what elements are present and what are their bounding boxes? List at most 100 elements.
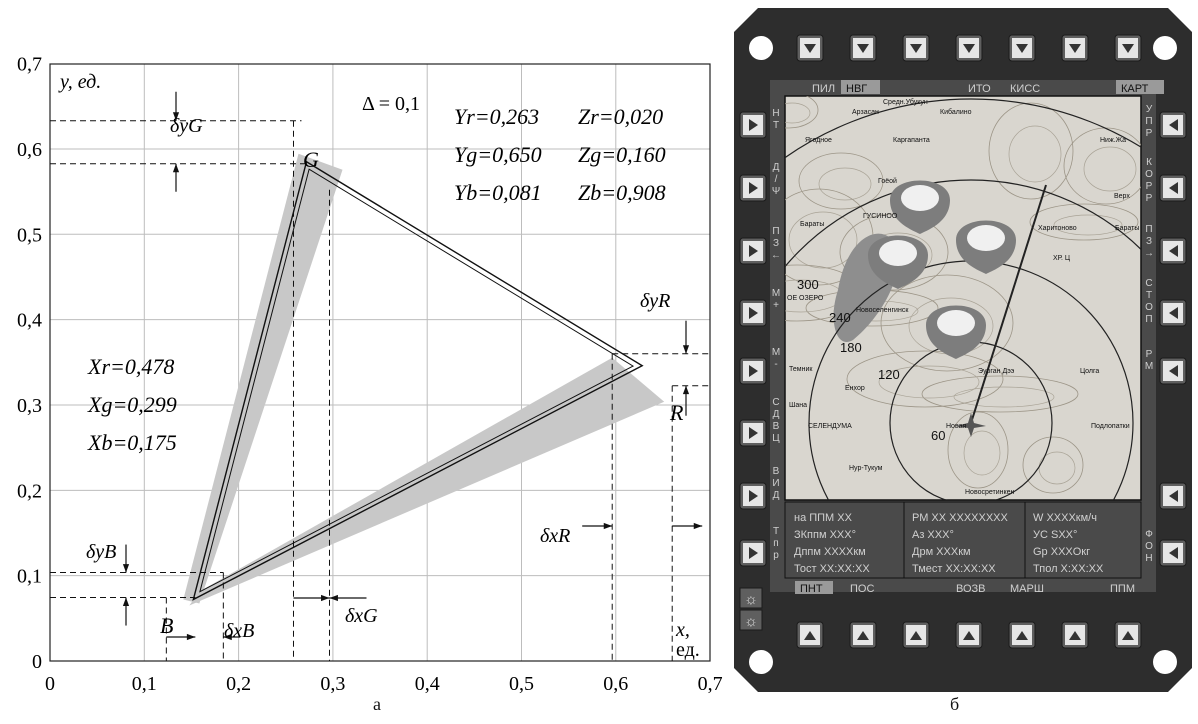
map-label: Харитоново <box>1038 225 1077 232</box>
top-softkey-7[interactable] <box>1114 34 1142 62</box>
right-softkey-3[interactable] <box>1159 237 1187 265</box>
tab-highlight <box>1116 80 1164 94</box>
info-box <box>784 501 1142 579</box>
triangle-down-icon <box>1069 44 1081 53</box>
map-label: Средн.Убукун <box>883 98 928 106</box>
map-label: Цолга <box>1080 368 1099 375</box>
sun-icon: ☼ <box>744 592 758 608</box>
triangle-left-icon <box>1169 245 1178 257</box>
bottom-softkey-7[interactable] <box>1114 621 1142 649</box>
x-tick-label: 0,3 <box>320 673 345 695</box>
contour <box>788 211 858 269</box>
left-softkey-3[interactable] <box>739 237 767 265</box>
brightness-button[interactable]: ☼ <box>739 587 763 609</box>
left-softkey-1[interactable] <box>739 111 767 139</box>
dx-g-label: δxG <box>345 605 378 627</box>
top-softkey-4[interactable] <box>955 34 983 62</box>
right-softkey-2[interactable] <box>1159 174 1187 202</box>
bottom-softkey-6[interactable] <box>1061 621 1089 649</box>
triangle-right-icon <box>749 307 758 319</box>
left-softkey-8[interactable] <box>739 539 767 567</box>
bottom-softkey-2[interactable] <box>849 621 877 649</box>
triangle-right-icon <box>749 119 758 131</box>
mount-hole-icon <box>749 36 773 60</box>
brightness-button[interactable]: ☼ <box>739 609 763 631</box>
mount-hole-icon <box>749 650 773 674</box>
triangle-up-icon <box>1122 631 1134 640</box>
panel-b-mfd: Средн.Убукун Арзасан Кибалино Ягодное Каргап… <box>728 0 1198 719</box>
y-tick-label: 0 <box>32 651 42 673</box>
top-softkey-6[interactable] <box>1061 34 1089 62</box>
arrowhead-icon <box>603 522 613 530</box>
bottom-tab-label: ППМ <box>1110 583 1135 595</box>
triangle-right-icon <box>749 182 758 194</box>
contour <box>785 102 811 124</box>
right-softkey-7[interactable] <box>1159 539 1187 567</box>
map-label: 60 <box>931 428 945 443</box>
bottom-softkey-3[interactable] <box>902 621 930 649</box>
top-softkey-3[interactable] <box>902 34 930 62</box>
contour <box>846 350 1004 408</box>
z-value-b: Zb=0,908 <box>578 180 666 205</box>
map-label: Темник <box>789 366 813 373</box>
contour <box>1022 436 1084 494</box>
left-softkey-6[interactable] <box>739 419 767 447</box>
arrowhead-icon <box>122 564 130 573</box>
z-value-r: Zr=0,020 <box>578 104 663 129</box>
y-tick-label: 0,5 <box>17 224 42 246</box>
map-label: ГУСИНОО <box>863 213 898 220</box>
info-line: УС SXX° <box>1033 529 1077 541</box>
x-axis-unit: ед. <box>676 639 700 661</box>
y-value-b: Yb=0,081 <box>454 180 542 205</box>
contour <box>947 411 1009 489</box>
map-label: Нур-Тукум <box>849 465 883 472</box>
tolerance-band-bg <box>183 153 343 604</box>
top-softkey-1[interactable] <box>796 34 824 62</box>
top-tab-label: ПИЛ <box>812 83 835 95</box>
arrowhead-icon <box>682 345 690 354</box>
info-line: Тпол X:XX:XX <box>1033 563 1104 575</box>
dy-g-label: δyG <box>170 115 203 137</box>
right-softkey-1[interactable] <box>1159 111 1187 139</box>
right-softkey-6[interactable] <box>1159 482 1187 510</box>
x-value-b: Xb=0,175 <box>87 430 177 455</box>
triangle-up-icon <box>804 631 816 640</box>
threat-core <box>879 240 917 266</box>
map-label: Бараты <box>1115 225 1139 232</box>
left-side-label: М + <box>772 288 780 311</box>
caption-b: б <box>950 694 960 714</box>
right-softkey-4[interactable] <box>1159 299 1187 327</box>
info-line: Дппм XXXXкм <box>794 546 866 558</box>
top-softkey-5[interactable] <box>1008 34 1036 62</box>
y-value-g: Yg=0,650 <box>454 142 542 167</box>
triangle-right-icon <box>749 490 758 502</box>
aircraft-icon <box>956 413 986 437</box>
info-line: ЗКппм XXX° <box>794 529 856 541</box>
color-triangle <box>192 160 644 601</box>
bottom-softkey-1[interactable] <box>796 621 824 649</box>
top-tab-label: КИСС <box>1010 83 1040 95</box>
dy-r-label: δyR <box>640 290 670 312</box>
bottom-tab-label: ПОС <box>850 583 874 595</box>
top-softkey-2[interactable] <box>849 34 877 62</box>
triangle-left-icon <box>1169 307 1178 319</box>
bottom-softkey-4[interactable] <box>955 621 983 649</box>
top-tab-label: КАРТ <box>1121 83 1149 95</box>
info-line: W XXXXкм/ч <box>1033 512 1097 524</box>
dx-r-label: δxR <box>540 525 570 547</box>
left-softkey-5[interactable] <box>739 357 767 385</box>
map-terrain: Средн.Убукун Арзасан Кибалино Ягодное Каргап… <box>785 96 1141 500</box>
tab-highlight <box>841 80 880 94</box>
bottom-softkey-5[interactable] <box>1008 621 1036 649</box>
left-softkey-4[interactable] <box>739 299 767 327</box>
left-softkey-2[interactable] <box>739 174 767 202</box>
plot-frame <box>49 63 711 662</box>
bottom-tab-label: МАРШ <box>1010 583 1044 595</box>
tolerance-band-br <box>189 357 665 606</box>
right-softkey-5[interactable] <box>1159 357 1187 385</box>
map-label: Шана <box>789 402 807 409</box>
contour <box>963 430 1001 476</box>
left-softkey-7[interactable] <box>739 482 767 510</box>
top-tab-label: НВГ <box>846 83 867 95</box>
contour <box>1008 125 1062 183</box>
